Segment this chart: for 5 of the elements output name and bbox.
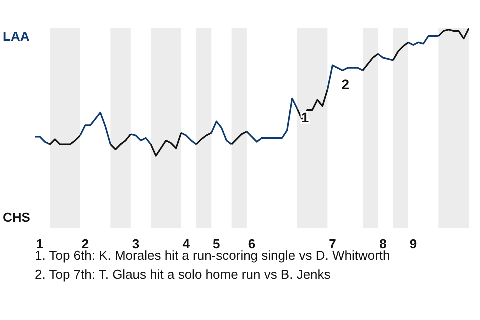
text: CHS — [3, 210, 31, 225]
x-tick-label: 9 — [410, 236, 418, 252]
text: LAA — [3, 29, 30, 44]
text: 2. Top 7th: T. Glaus hit a solo home run vs B. Jenks — [35, 266, 332, 284]
note-marker: 2 — [342, 76, 350, 93]
